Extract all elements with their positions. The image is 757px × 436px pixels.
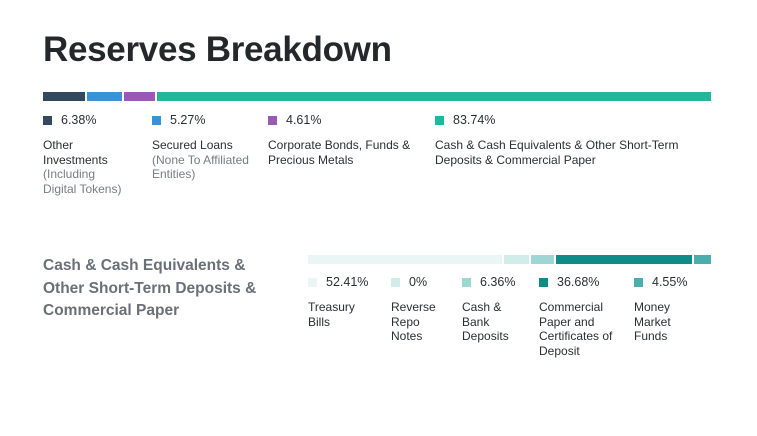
legend-percent: 36.68% [557, 275, 600, 289]
legend-percent: 52.41% [326, 275, 369, 289]
legend-item: 5.27% Secured Loans (None To Affiliated En… [152, 112, 252, 182]
reserves-stacked-bar [43, 92, 711, 101]
legend-label: Commercial Paper and Certificates of Dep… [539, 300, 613, 358]
legend-label: Secured Loans [152, 138, 233, 152]
legend-swatch [391, 277, 400, 287]
legend-label: Cash & Bank Deposits [462, 300, 509, 343]
legend-swatch [539, 277, 548, 287]
bar-segment [694, 255, 712, 264]
legend-sublabel: (Including Digital Tokens) [43, 167, 122, 196]
legend-percent: 4.61% [286, 113, 322, 127]
bar-segment [124, 92, 155, 101]
legend-label: Treasury Bills [308, 300, 355, 329]
legend-item: 4.61% Corporate Bonds, Funds & Precious M… [268, 112, 418, 167]
page-title: Reserves Breakdown [43, 30, 392, 69]
legend-swatch [43, 115, 52, 125]
legend-swatch [634, 277, 643, 287]
cash-breakdown-stacked-bar [308, 255, 712, 264]
legend-swatch [435, 115, 444, 125]
legend-label: Money Market Funds [634, 300, 671, 343]
legend-item: 0% Reverse Repo Notes [391, 274, 451, 344]
legend-swatch [308, 277, 317, 287]
legend-swatch [152, 115, 161, 125]
bar-segment [308, 255, 503, 264]
bar-segment [43, 92, 86, 101]
bar-segment [504, 255, 529, 264]
legend-percent: 0% [409, 275, 428, 289]
legend-label: Other Investments [43, 138, 108, 167]
legend-label: Corporate Bonds, Funds & Precious Metals [268, 138, 411, 167]
legend-swatch [462, 277, 471, 287]
legend-sublabel: (None To Affiliated Entities) [152, 152, 249, 182]
legend-item: 6.36% Cash & Bank Deposits [462, 274, 522, 344]
legend-percent: 6.36% [480, 275, 516, 289]
legend-percent: 5.27% [170, 113, 206, 127]
legend-item: 52.41% Treasury Bills [308, 274, 378, 329]
legend-item: 6.38% Other Investments (Including Digital… [43, 112, 128, 196]
section-title: Cash & Cash Equivalents & Other Short-Te… [43, 257, 257, 319]
legend-item: 4.55% Money Market Funds [634, 274, 704, 344]
legend-percent: 6.38% [61, 113, 97, 127]
bar-segment [156, 92, 711, 101]
legend-label: Reverse Repo Notes [391, 300, 436, 343]
bar-segment [530, 255, 555, 264]
legend-percent: 83.74% [453, 113, 496, 127]
legend-swatch [268, 115, 277, 125]
bar-segment [556, 255, 693, 264]
legend-label: Cash & Cash Equivalents & Other Short-Te… [435, 138, 679, 167]
legend-item: 83.74% Cash & Cash Equivalents & Other Sh… [435, 112, 695, 167]
legend-percent: 4.55% [652, 275, 688, 289]
bar-segment [87, 92, 123, 101]
legend-item: 36.68% Commercial Paper and Certificates … [539, 274, 619, 358]
